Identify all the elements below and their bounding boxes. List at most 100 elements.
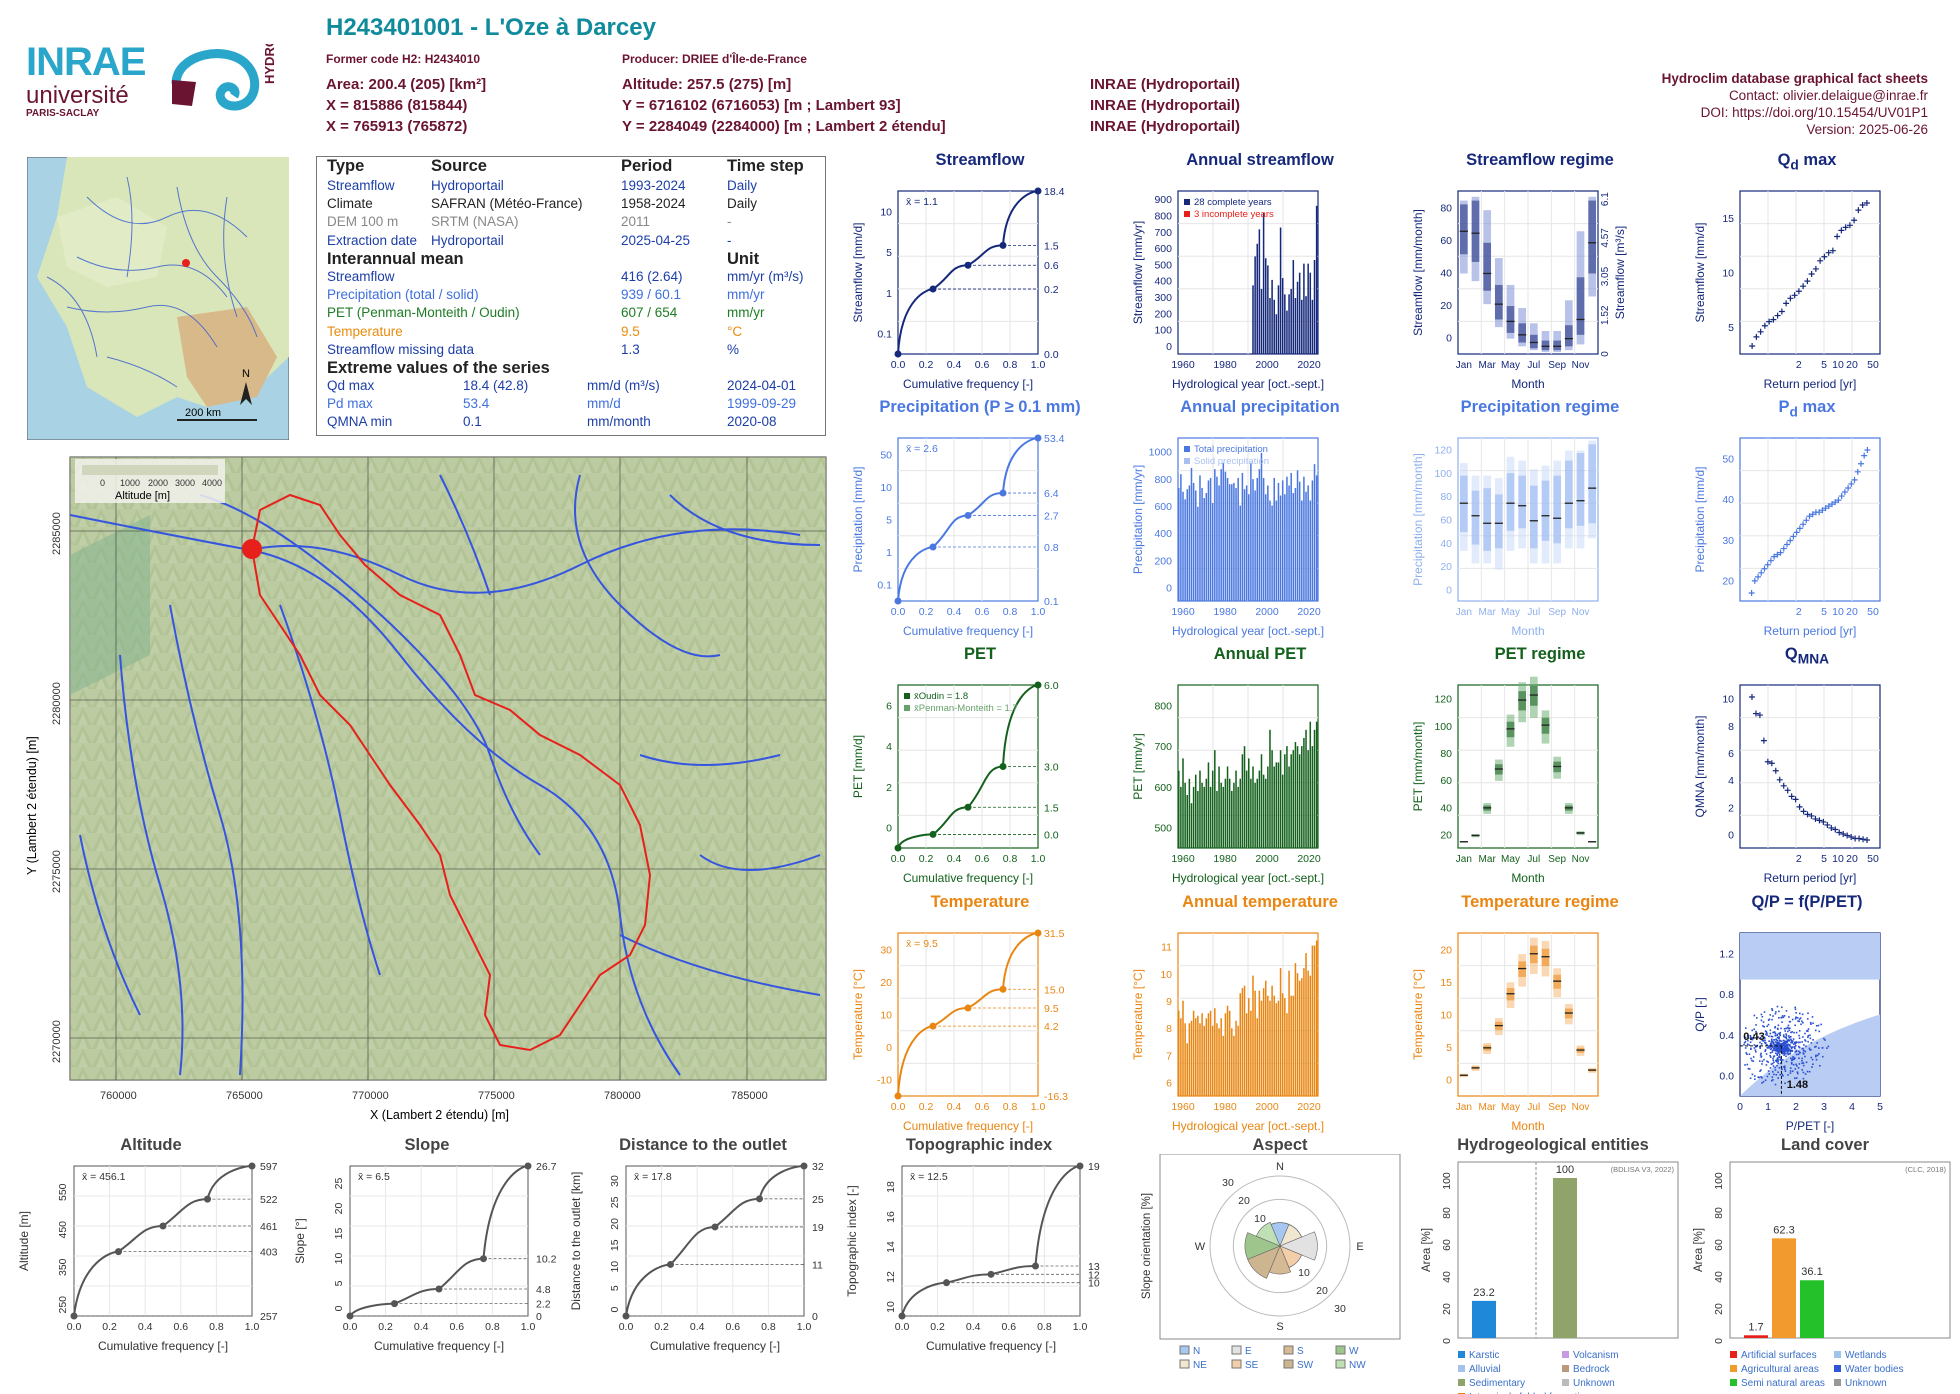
tick-label: 500 (1154, 259, 1172, 271)
mean-label: x̄ = 17.8 (634, 1171, 672, 1183)
qp-point (1802, 1049, 1805, 1052)
legend-swatch (1562, 1379, 1569, 1386)
qp-point (1807, 1036, 1809, 1039)
bar (1305, 953, 1307, 1096)
bar (1294, 297, 1297, 354)
return-point (1804, 278, 1811, 285)
qp-point (1779, 1050, 1782, 1052)
return-point (1855, 207, 1862, 214)
tick-label: 15 (333, 1228, 345, 1240)
regime-inner-box (1541, 948, 1550, 966)
qp-point (1785, 1055, 1787, 1058)
qp-point (1744, 1040, 1747, 1043)
tick-label: 25 (812, 1194, 824, 1206)
qp-point (1791, 1018, 1794, 1021)
tick-label: 2000 (1255, 1101, 1279, 1113)
chart-precip_regime: Jan Mar May Jul Sep Nov 0 20 40 60 80 100 120 Precipi… (1411, 437, 1599, 638)
bar (1256, 778, 1259, 848)
bar-value-label: 36.1 (1801, 1266, 1822, 1278)
bar (1288, 766, 1290, 848)
tick-label: 0.0 (67, 1321, 82, 1333)
qp-point (1770, 1079, 1773, 1082)
qp-point (1761, 1035, 1764, 1038)
qp-point (1760, 1052, 1762, 1055)
qp-point (1755, 1051, 1757, 1053)
tick-label: 1960 (1171, 1101, 1195, 1113)
return-point (1851, 476, 1858, 483)
qp-point (1810, 1023, 1812, 1025)
tick-label: 2.7 (1044, 510, 1059, 522)
tick-label: 0.0 (891, 853, 906, 865)
quantile-point (1076, 1162, 1084, 1170)
qp-point (1775, 1048, 1778, 1051)
y-axis-label: Streamflow [mm/d] (851, 222, 865, 322)
qp-point (1814, 1046, 1816, 1048)
tick-label: 0.4 (1719, 1030, 1734, 1042)
tick-label: 31.5 (1044, 928, 1065, 940)
qp-point (1784, 1044, 1787, 1047)
tick-label: 0 (1441, 1338, 1453, 1344)
source-2: INRAE (Hydroportail) (1090, 97, 1240, 114)
bar (1281, 774, 1284, 848)
qp-point (1802, 1071, 1805, 1074)
bar (1294, 742, 1297, 848)
quantile-point (248, 1162, 256, 1170)
bar (1273, 299, 1275, 354)
qp-point (1776, 1039, 1779, 1042)
qp-point (1796, 1072, 1799, 1075)
tick-label: 25 (333, 1178, 345, 1190)
tick-label: 4.8 (536, 1284, 551, 1296)
bar (1301, 500, 1303, 601)
svg-text:HYDRO: HYDRO (262, 44, 277, 84)
qp-point (1780, 1016, 1783, 1019)
qp-point (1785, 1045, 1787, 1048)
qp-point (1773, 1039, 1776, 1041)
qp-point (1789, 1052, 1792, 1055)
qp-point (1768, 1035, 1770, 1038)
qp-point (1772, 1041, 1774, 1043)
qp-point (1789, 1051, 1792, 1053)
qp-point (1774, 1034, 1777, 1037)
qp-point (1784, 1082, 1786, 1085)
tick-label: 6 (1728, 748, 1734, 760)
qp-point (1777, 1071, 1779, 1074)
qp-point (1787, 1030, 1789, 1033)
bar (1267, 265, 1269, 354)
bar (1178, 1010, 1180, 1096)
bar (1245, 485, 1248, 601)
tick-label: 80 (1440, 202, 1452, 214)
tick-label: 0.0 (891, 606, 906, 618)
tick-label: 20 (880, 977, 892, 989)
y-axis-label: PET [mm/yr] (1131, 733, 1145, 799)
chart-title-streamflow_regime: Streamflow regime (1466, 151, 1614, 169)
tick-label: 800 (1154, 210, 1172, 222)
legend-label: Volcanism (1573, 1350, 1619, 1361)
qp-point (1770, 1047, 1773, 1050)
legend-label: x̄Oudin = 1.8 (914, 691, 968, 702)
return-point (1857, 460, 1864, 467)
chart-altitude_cdf: 597 522 461 403 257 0.0 0.2 0.4 0.6 0.8 1.0 250 350 4… (17, 1161, 278, 1353)
tick-label: 20 (1846, 606, 1858, 618)
bar-value-label: 1.7 (1748, 1321, 1763, 1333)
qp-point (1791, 1041, 1794, 1044)
bar (1267, 485, 1269, 601)
bar (1194, 490, 1197, 601)
chart-title-pd_max: Pd max (1778, 398, 1836, 420)
bar (1284, 294, 1286, 354)
bar (1267, 766, 1269, 848)
qp-point (1749, 1041, 1752, 1044)
x-axis-label: Cumulative frequency [-] (903, 871, 1033, 885)
bar (1264, 980, 1267, 1096)
bar (1315, 940, 1318, 1096)
bar (1182, 758, 1184, 848)
bar (1248, 998, 1250, 1096)
tick-label: Jan (1456, 607, 1472, 618)
return-point (1770, 316, 1777, 323)
qp-point (1775, 1052, 1777, 1055)
tick-label: 4 (886, 741, 892, 753)
tick-label: 0.4 (138, 1321, 153, 1333)
tick-label: 257 (260, 1311, 278, 1323)
qp-point (1792, 1038, 1795, 1040)
bar (1284, 754, 1286, 848)
